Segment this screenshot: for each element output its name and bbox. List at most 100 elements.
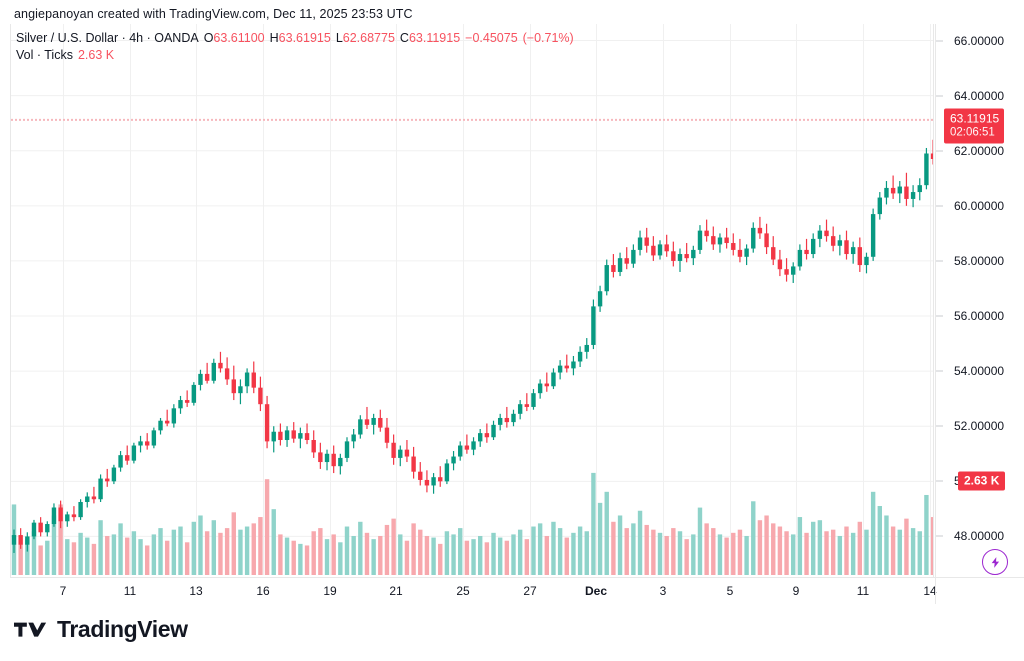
volume-bar [258,517,263,575]
candlestick [684,243,689,263]
candlestick [611,254,616,278]
volume-bar [451,534,456,575]
volume-bar [251,523,256,575]
candle-body [31,522,37,537]
volume-bar [378,535,383,575]
price-tick-label: 62.00000 [954,143,1005,158]
candlestick [251,361,256,394]
candle-body [438,477,443,482]
candle-body [651,245,656,256]
volume-bar [184,542,190,575]
candlestick [597,285,603,312]
lightning-bolt-icon[interactable] [982,549,1009,575]
candlestick [890,175,896,199]
candle-body [537,383,543,394]
candlestick [45,521,50,537]
candlestick [364,406,370,429]
candle-body [571,361,576,369]
volume-bar [904,518,909,575]
chart-canvas[interactable] [11,24,933,575]
candle-body [684,254,689,259]
volume-bar [697,507,703,575]
volume-bar [717,534,723,575]
candlestick [398,445,403,467]
volume-bar [231,512,236,575]
volume-bar [404,540,410,575]
volume-bar [384,524,390,575]
candlestick [910,185,916,208]
candle-body [644,237,649,246]
candlestick [744,244,749,266]
volume-bar [211,520,216,575]
candle-body [51,507,57,525]
volume-bar [870,491,876,575]
candlestick [358,415,363,439]
volume-bar [711,528,716,575]
volume-bar [704,523,709,575]
candle-body [884,187,889,198]
candle-body [145,441,150,446]
volume-bar [797,517,803,575]
candlestick [51,503,57,527]
candlestick [98,474,103,502]
candle-body [198,373,203,385]
candle-body [664,244,669,252]
chart-pane[interactable] [11,24,933,577]
volume-bar [324,539,330,575]
candlestick [711,226,716,250]
price-tick-label: 66.00000 [954,33,1005,48]
candle-body [691,249,696,259]
candlestick [244,368,250,394]
candle-body [677,254,683,261]
candle-body [478,433,483,442]
candlestick [677,248,683,272]
candle-body [85,496,90,502]
time-tick-label: Dec [584,584,608,598]
price-axis[interactable]: 66.00000 64.00000 62.00000 60.00000 58.00000… [935,24,1024,577]
candlestick [171,404,177,428]
time-tick-label: 3 [659,584,667,598]
candlestick [857,237,863,272]
volume-bar [817,520,823,575]
candle-body [897,186,902,194]
candlestick [258,376,263,412]
candle-body [890,187,896,194]
volume-bar [91,543,97,575]
candlestick [657,240,663,260]
chart-frame[interactable] [10,24,934,577]
volume-bar [664,535,669,575]
candle-body [431,477,436,486]
candle-body [857,247,863,266]
volume-bar [98,520,103,575]
price-tick-label: 60.00000 [954,198,1005,213]
volume-bar [278,534,283,575]
volume-bar [318,528,323,575]
candlestick [444,459,450,485]
volume-bar [504,540,510,575]
candlestick [278,423,283,446]
tradingview-logo[interactable]: TradingView [14,618,188,641]
candle-body [531,393,536,407]
volume-bar [511,534,516,575]
candle-body [764,233,769,248]
candle-body [151,430,157,446]
candlestick [238,379,243,405]
candlestick [311,430,316,458]
candle-body [224,368,230,380]
price-tick-label: 54.00000 [954,364,1005,379]
candlestick [178,395,183,414]
candle-body [304,433,310,441]
candle-body [830,236,836,246]
volume-bar [65,539,70,575]
time-axis[interactable]: 7 11 13 16 19 21 25 27 Dec 3 5 9 11 14 [10,577,1024,604]
candlestick [751,222,756,253]
candle-body [637,237,643,250]
price-tick-dash [936,40,943,42]
candlestick [111,464,117,485]
candle-body [904,186,909,199]
volume-bar [145,545,150,575]
volume-bar [544,535,549,575]
price-tick-dash [936,205,943,207]
candlestick [704,219,709,242]
volume-bar [484,542,490,575]
